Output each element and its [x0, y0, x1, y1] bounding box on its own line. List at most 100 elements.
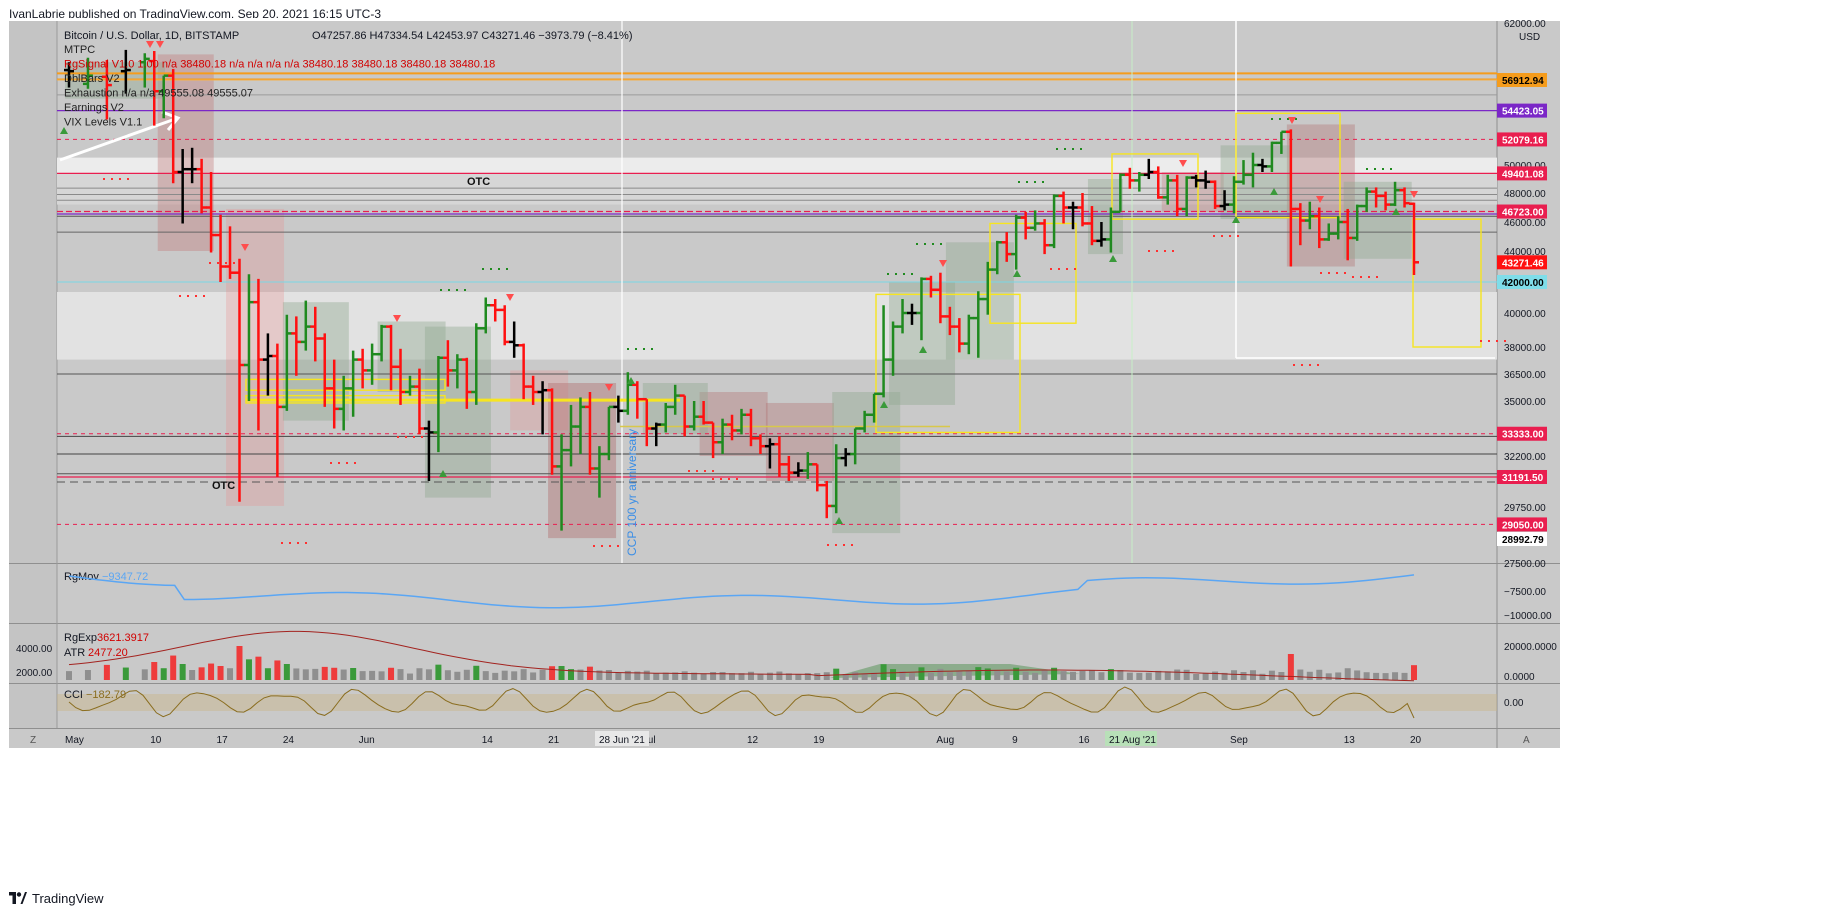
price-label-tag: [1497, 275, 1547, 289]
volume-bar: [539, 669, 546, 680]
ohlc-bar: [1295, 203, 1306, 246]
volume-bar: [463, 669, 470, 680]
time-tick: 10: [150, 735, 162, 746]
ohlc-bar: [404, 375, 415, 396]
time-tick: 9: [1012, 735, 1018, 746]
time-tick: Aug: [936, 735, 954, 746]
ohlc-bar: [272, 343, 283, 477]
volume-bar: [520, 669, 527, 680]
signal-dot: [103, 178, 105, 180]
ohlc-bar: [992, 240, 1003, 275]
volume-bar: [710, 672, 717, 680]
volume-bar: [1354, 670, 1361, 680]
signal-dot: [1496, 340, 1498, 342]
red-zone: [548, 383, 617, 539]
signal-dot: [895, 273, 897, 275]
ohlc-bar: [281, 314, 292, 411]
yellow-box: [1111, 153, 1199, 220]
signal-dot: [940, 243, 942, 245]
ohlc-bar: [215, 214, 226, 282]
volume-bar: [435, 664, 442, 680]
signal-dot: [688, 470, 690, 472]
ohlc-bar: [954, 318, 965, 353]
up-triangle-icon: [439, 470, 447, 477]
signal-dot: [1058, 268, 1060, 270]
volume-bar: [255, 656, 262, 680]
signal-dot: [696, 470, 698, 472]
ohlc-bar: [1143, 158, 1154, 179]
ohlc-bar: [1342, 208, 1353, 261]
rgexp-tick: 0.0000: [1504, 672, 1535, 683]
price-label-tag: [1497, 426, 1547, 441]
time-tick: 12: [747, 735, 759, 746]
ohlc-bar: [1077, 193, 1088, 227]
volume-bar: [397, 669, 404, 680]
volume-bar: [312, 668, 319, 680]
up-triangle-icon: [1109, 255, 1117, 262]
volume-bar: [331, 667, 338, 680]
ohlc-bar: [82, 57, 93, 89]
ohlc-bar: [414, 368, 425, 435]
time-tick: Jun: [359, 735, 375, 746]
ohlc-bar: [556, 434, 567, 531]
green-zone: [1220, 145, 1291, 220]
price-label-tag: [1497, 517, 1547, 532]
signal-dot: [1309, 364, 1311, 366]
yellow-box: [1412, 218, 1482, 348]
volume-bar: [880, 664, 887, 680]
volume-bar: [236, 646, 243, 680]
volume-bar: [833, 668, 840, 680]
volume-bar: [738, 673, 745, 680]
attribution: IvanLabrie published on TradingView.com,…: [9, 7, 382, 21]
currency-label: USD: [1519, 32, 1540, 43]
volume-bar: [766, 672, 773, 680]
ohlc-bar: [168, 68, 179, 184]
volume-bar: [1382, 673, 1389, 680]
price-tick: 46000.00: [1504, 218, 1546, 229]
ohlc-bar: [1314, 207, 1325, 249]
signal-dot: [1301, 364, 1303, 366]
down-triangle-icon: [1316, 196, 1324, 203]
ohlc-bar: [1333, 216, 1344, 240]
time-tick: 17: [217, 735, 229, 746]
ohlc-bar: [158, 74, 169, 119]
ohlc-bar: [641, 397, 652, 447]
rgexp-left-tick: 4000.00: [16, 644, 53, 655]
volume-bar: [482, 671, 489, 680]
time-axis: May101724Jun1421Jul1219Aug91623Sep132028…: [30, 731, 1530, 746]
signal-dot: [720, 478, 722, 480]
signal-dot: [704, 470, 706, 472]
ohlc-bar: [717, 418, 728, 455]
ohlc-bar: [1058, 191, 1069, 224]
signal-dot: [464, 289, 466, 291]
signal-dot: [1042, 181, 1044, 183]
ohlc-bar: [357, 348, 368, 389]
yellow-box: [1235, 112, 1341, 219]
up-triangle-icon: [1270, 188, 1278, 195]
price-label-tag: [1497, 532, 1547, 546]
signal-dot: [1293, 364, 1295, 366]
volume-bar: [217, 666, 224, 680]
ohlc-bar: [973, 291, 984, 358]
signal-dot: [421, 436, 423, 438]
volume-bar: [852, 672, 859, 680]
ohlc-bar: [594, 446, 605, 498]
ohlc-bar: [262, 333, 273, 396]
volume-bar: [321, 666, 328, 680]
rgexp-value: 3621.3917: [97, 632, 149, 644]
ohlc-bar: [348, 350, 359, 417]
signal-dot: [712, 478, 714, 480]
time-highlight-right: 21 Aug '21: [1109, 735, 1156, 746]
ohlc-bar: [679, 394, 690, 437]
ohlc-bar: [1030, 210, 1041, 231]
signal-dot: [851, 544, 853, 546]
time-tick: 16: [1078, 735, 1090, 746]
ohlc-bar: [821, 480, 832, 519]
ohlc-bar: [1219, 190, 1230, 211]
ohlc-bar: [1380, 191, 1391, 211]
up-triangle-icon: [880, 401, 888, 408]
volume-bar: [1344, 668, 1351, 680]
volume-bar: [293, 668, 300, 680]
volume-bar: [1202, 673, 1209, 680]
